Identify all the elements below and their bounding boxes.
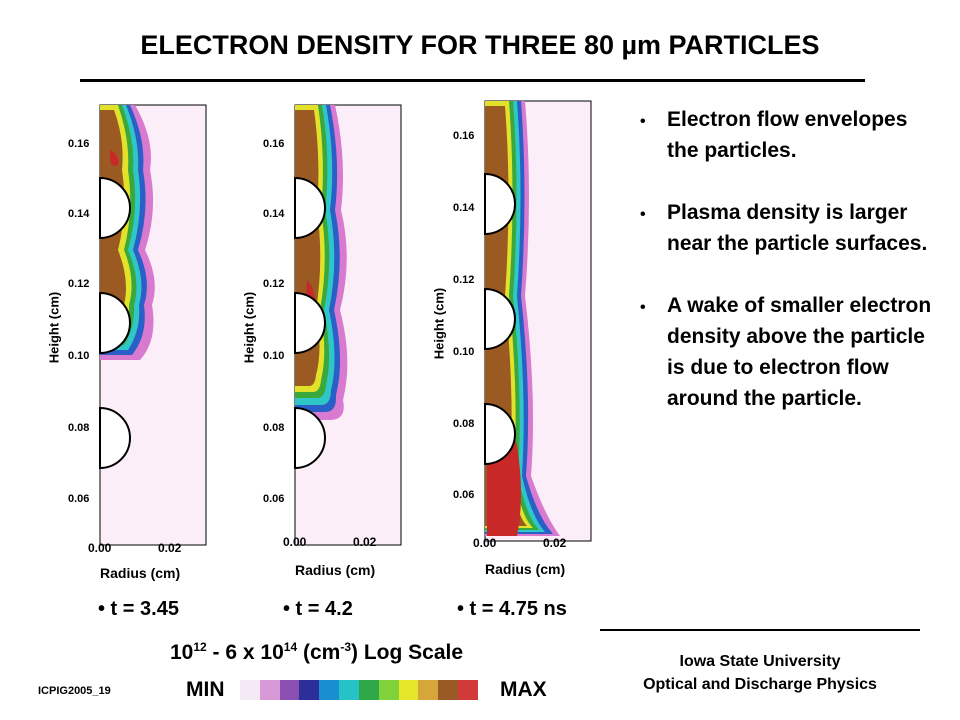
x-tick: 0.02 [543,536,567,550]
y-tick: 0.16 [453,130,475,142]
y-tick: 0.12 [263,278,285,290]
particle-2 [294,291,326,355]
y-tick: 0.08 [263,422,285,434]
y-axis-label: Height (cm) [46,291,62,364]
institution-divider [600,629,920,631]
institution-block: Iowa State University Optical and Discha… [600,650,920,696]
y-tick: 0.06 [263,493,285,505]
x-tick: 0.00 [473,536,497,550]
region-red [110,150,119,166]
scale-title: 1012 - 6 x 1014 (cm-3) Log Scale [170,640,464,664]
particle-3 [484,402,516,466]
page-title: ELECTRON DENSITY FOR THREE 80 µm PARTICL… [140,30,820,60]
y-tick: 0.14 [453,202,475,214]
title-underline [80,79,865,82]
colorbar-swatch [458,680,478,700]
y-axis-label: Height (cm) [241,291,257,364]
colorbar-swatch [240,680,260,700]
institution-name: Iowa State University [679,653,841,670]
colorbar-min-label: MIN [186,678,225,701]
y-tick: 0.16 [68,138,90,150]
bullet-text: A wake of smaller electron density above… [667,294,932,410]
y-tick: 0.12 [453,274,475,286]
colorbar-swatch [398,680,419,700]
x-axis-label: Radius (cm) [295,562,376,578]
colorbar-swatch [299,680,320,700]
institution-group: Optical and Discharge Physics [643,676,877,693]
particle-3 [99,406,131,470]
density-map-2 [294,104,402,546]
colorbar-swatch [319,680,340,700]
bullet-item: • A wake of smaller electron density abo… [640,290,940,414]
particle-1 [99,176,131,240]
y-tick: 0.12 [68,278,90,290]
density-panel-3: Height (cm) 0.16 0.14 0.12 0.10 0.08 0.0… [425,96,605,586]
particle-3 [294,406,326,470]
colorbar-swatch [259,680,280,700]
x-tick: 0.02 [158,541,182,555]
y-tick: 0.14 [263,208,285,220]
bullet-list: • Electron flow envelopes the particles.… [640,104,940,445]
density-map-3 [484,100,592,542]
colorbar-swatch [418,680,439,700]
time-caption-1: • t = 3.45 [98,598,179,620]
bullet-dot-icon: • [640,299,646,316]
colorbar-max-label: MAX [500,678,547,701]
y-tick: 0.10 [68,350,90,362]
time-caption-3: • t = 4.75 ns [457,598,567,620]
y-tick: 0.06 [68,493,90,505]
bullet-item: • Electron flow envelopes the particles. [640,104,940,166]
colorbar-swatch [358,680,379,700]
y-axis-label: Height (cm) [431,287,447,360]
y-tick: 0.10 [263,350,285,362]
y-tick: 0.16 [263,138,285,150]
x-tick: 0.00 [283,535,307,549]
colorbar-swatch [378,680,399,700]
colorbar-swatch [279,680,300,700]
x-tick: 0.02 [353,535,377,549]
colorbar-swatch [339,680,359,700]
density-panel-2: Height (cm) 0.16 0.14 0.12 0.10 0.08 0.0… [235,100,415,590]
y-tick: 0.10 [453,346,475,358]
y-tick: 0.08 [453,418,475,430]
x-axis-label: Radius (cm) [100,565,181,581]
colorbar [240,680,478,700]
particle-2 [484,287,516,351]
colorbar-swatch [438,680,459,700]
y-tick: 0.06 [453,489,475,501]
x-axis-label: Radius (cm) [485,561,566,577]
bullet-item: • Plasma density is larger near the part… [640,197,940,259]
density-map-1 [99,104,207,546]
bullet-text: Electron flow envelopes the particles. [667,108,908,162]
slide-id: ICPIG2005_19 [38,685,111,697]
bullet-text: Plasma density is larger near the partic… [667,201,928,255]
time-caption-2: • t = 4.2 [283,598,353,620]
y-tick: 0.14 [68,208,90,220]
x-tick: 0.00 [88,541,112,555]
particle-2 [99,291,131,355]
y-tick: 0.08 [68,422,90,434]
bullet-dot-icon: • [640,206,646,223]
bullet-dot-icon: • [640,113,646,130]
density-panel-1: Height (cm) 0.16 0.14 0.12 0.10 0.08 0.0… [40,100,220,590]
particle-1 [484,172,516,236]
particle-1 [294,176,326,240]
